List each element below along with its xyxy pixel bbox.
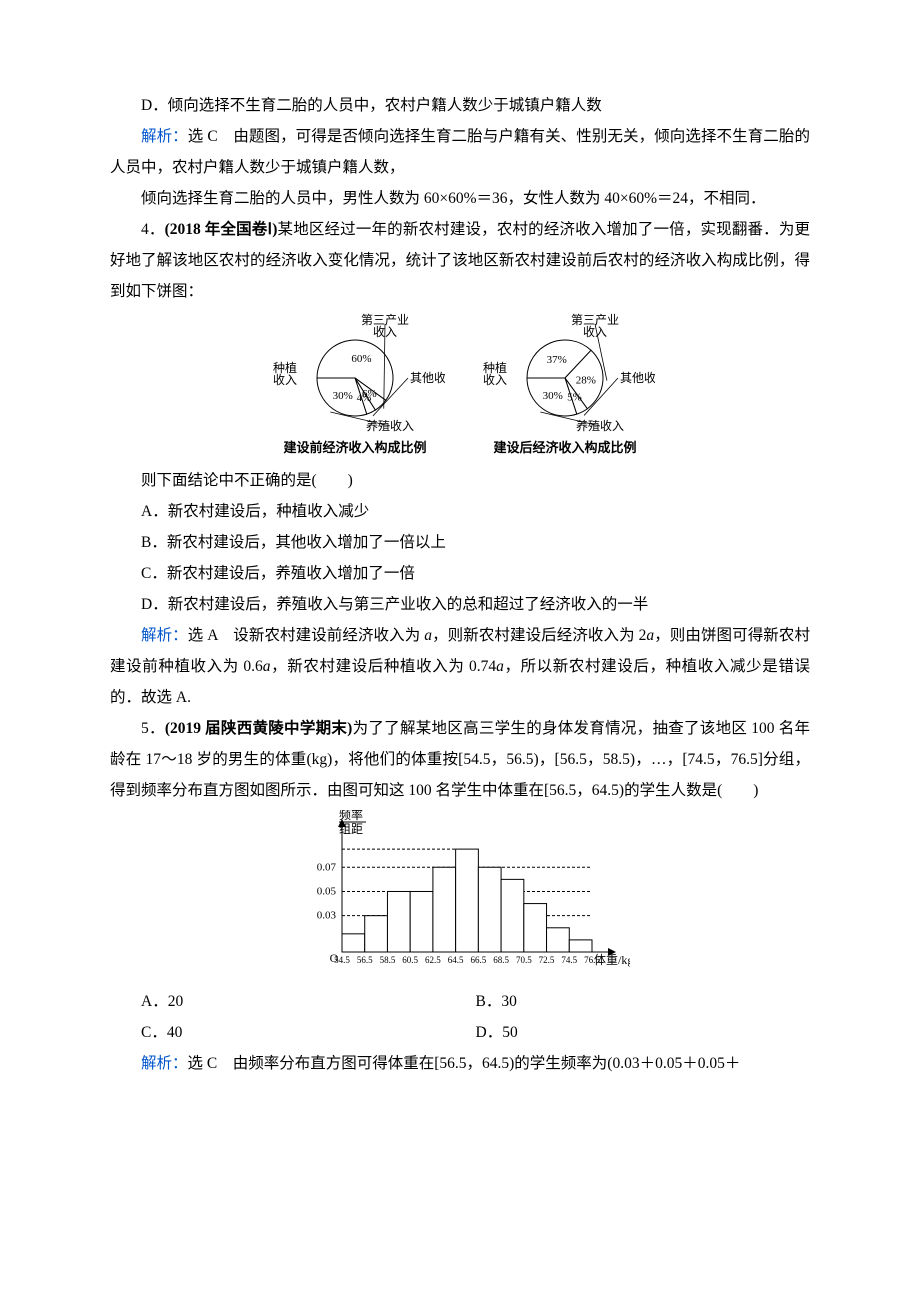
pie-after: 37%28%5%30%种植收入第三产业收入其他收入养殖收入 建设后经济收入构成比…: [475, 313, 655, 461]
svg-text:0.07: 0.07: [317, 861, 337, 873]
q3-analysis-1a: 选 C 由题图，可得是否倾向选择生育二胎与户籍有关、性别无关，倾向选择不生育二胎…: [110, 128, 810, 176]
q5-option-c: C．40: [141, 1017, 476, 1048]
q4-option-c: C．新农村建设后，养殖收入增加了一倍: [110, 558, 810, 589]
q5-analysis-text: 选 C 由频率分布直方图可得体重在[56.5，64.5)的学生频率为(0.03＋…: [188, 1055, 741, 1072]
q4-num: 4．: [141, 221, 165, 238]
page: D．倾向选择不生育二胎的人员中，农村户籍人数少于城镇户籍人数 解析：选 C 由题…: [0, 0, 920, 1302]
svg-text:体重/kg: 体重/kg: [594, 953, 630, 967]
q3-option-d: D．倾向选择不生育二胎的人员中，农村户籍人数少于城镇户籍人数: [110, 90, 810, 121]
q5-options-row1: A．20 B．30: [141, 986, 810, 1017]
svg-text:其他收入: 其他收入: [620, 371, 655, 385]
q5-histogram: 频率组距0.030.050.0754.556.558.560.562.564.5…: [110, 810, 810, 980]
q5-options-row2: C．40 D．50: [141, 1017, 810, 1048]
q3-analysis-2: 倾向选择生育二胎的人员中，男性人数为 60×60%＝36，女性人数为 40×60…: [110, 183, 810, 214]
histogram-svg: 频率组距0.030.050.0754.556.558.560.562.564.5…: [290, 810, 630, 980]
svg-text:收入: 收入: [483, 373, 507, 387]
q4-option-b: B．新农村建设后，其他收入增加了一倍以上: [110, 527, 810, 558]
svg-text:O: O: [330, 951, 339, 965]
svg-text:收入: 收入: [273, 373, 297, 387]
svg-text:60.5: 60.5: [402, 955, 418, 965]
q4-option-a: A．新农村建设后，种植收入减少: [110, 496, 810, 527]
svg-text:养殖收入: 养殖收入: [366, 418, 414, 433]
q3-analysis-1: 解析：选 C 由题图，可得是否倾向选择生育二胎与户籍有关、性别无关，倾向选择不生…: [110, 121, 810, 183]
svg-text:60%: 60%: [351, 353, 371, 365]
var-a: a: [263, 658, 271, 675]
svg-text:58.5: 58.5: [380, 955, 396, 965]
svg-text:30%: 30%: [543, 390, 563, 402]
svg-text:30%: 30%: [333, 390, 353, 402]
svg-text:0.05: 0.05: [317, 885, 337, 897]
svg-text:收入: 收入: [373, 325, 397, 339]
t4: ，新农村建设后种植收入为 0.74: [271, 658, 497, 675]
pie-after-svg: 37%28%5%30%种植收入第三产业收入其他收入养殖收入: [475, 313, 655, 433]
q5-option-a: A．20: [141, 986, 476, 1017]
var-a: a: [424, 627, 432, 644]
analysis-label: 解析：: [141, 1055, 188, 1072]
pie-before: 60%6%4%30%种植收入第三产业收入其他收入养殖收入 建设前经济收入构成比例: [265, 313, 445, 461]
svg-text:4%: 4%: [357, 392, 372, 404]
pie-before-caption: 建设前经济收入构成比例: [265, 435, 445, 461]
pie-after-caption: 建设后经济收入构成比例: [475, 435, 655, 461]
svg-text:28%: 28%: [576, 374, 596, 386]
svg-text:70.5: 70.5: [516, 955, 532, 965]
t2: ，则新农村建设后经济收入为 2: [432, 627, 646, 644]
var-a: a: [496, 658, 504, 675]
q4-stem: 4．(2018 年全国卷Ⅰ)某地区经过一年的新农村建设，农村的经济收入增加了一倍…: [110, 214, 810, 307]
analysis-label: 解析：: [141, 627, 188, 644]
svg-text:频率: 频率: [339, 810, 363, 822]
svg-text:56.5: 56.5: [357, 955, 373, 965]
q4-analysis: 解析：选 A 设新农村建设前经济收入为 a，则新农村建设后经济收入为 2a，则由…: [110, 620, 810, 713]
q5-option-b: B．30: [476, 986, 811, 1017]
svg-text:72.5: 72.5: [539, 955, 555, 965]
svg-text:66.5: 66.5: [470, 955, 486, 965]
svg-text:0.03: 0.03: [317, 910, 337, 922]
svg-text:养殖收入: 养殖收入: [576, 418, 624, 433]
svg-text:62.5: 62.5: [425, 955, 441, 965]
t1: 选 A 设新农村建设前经济收入为: [188, 627, 425, 644]
q4-question-line: 则下面结论中不正确的是( ): [110, 465, 810, 496]
analysis-label: 解析：: [141, 128, 188, 145]
q5-stem: 5．(2019 届陕西黄陵中学期末)为了了解某地区高三学生的身体发育情况，抽查了…: [110, 713, 810, 806]
svg-text:68.5: 68.5: [493, 955, 509, 965]
q5-analysis: 解析：选 C 由频率分布直方图可得体重在[56.5，64.5)的学生频率为(0.…: [110, 1048, 810, 1079]
svg-text:64.5: 64.5: [448, 955, 464, 965]
pie-before-svg: 60%6%4%30%种植收入第三产业收入其他收入养殖收入: [265, 313, 445, 433]
svg-text:其他收入: 其他收入: [410, 371, 445, 385]
q4-option-d: D．新农村建设后，养殖收入与第三产业收入的总和超过了经济收入的一半: [110, 589, 810, 620]
q5-num: 5．: [141, 720, 165, 737]
q5-option-d: D．50: [476, 1017, 811, 1048]
q4-pie-figures: 60%6%4%30%种植收入第三产业收入其他收入养殖收入 建设前经济收入构成比例…: [110, 313, 810, 461]
svg-text:5%: 5%: [567, 392, 582, 404]
svg-text:74.5: 74.5: [561, 955, 577, 965]
svg-text:组距: 组距: [339, 822, 363, 836]
var-a: a: [646, 627, 654, 644]
q5-source: (2019 届陕西黄陵中学期末): [165, 720, 353, 737]
q4-source: (2018 年全国卷Ⅰ): [165, 221, 278, 238]
svg-text:收入: 收入: [583, 325, 607, 339]
svg-text:37%: 37%: [547, 354, 567, 366]
